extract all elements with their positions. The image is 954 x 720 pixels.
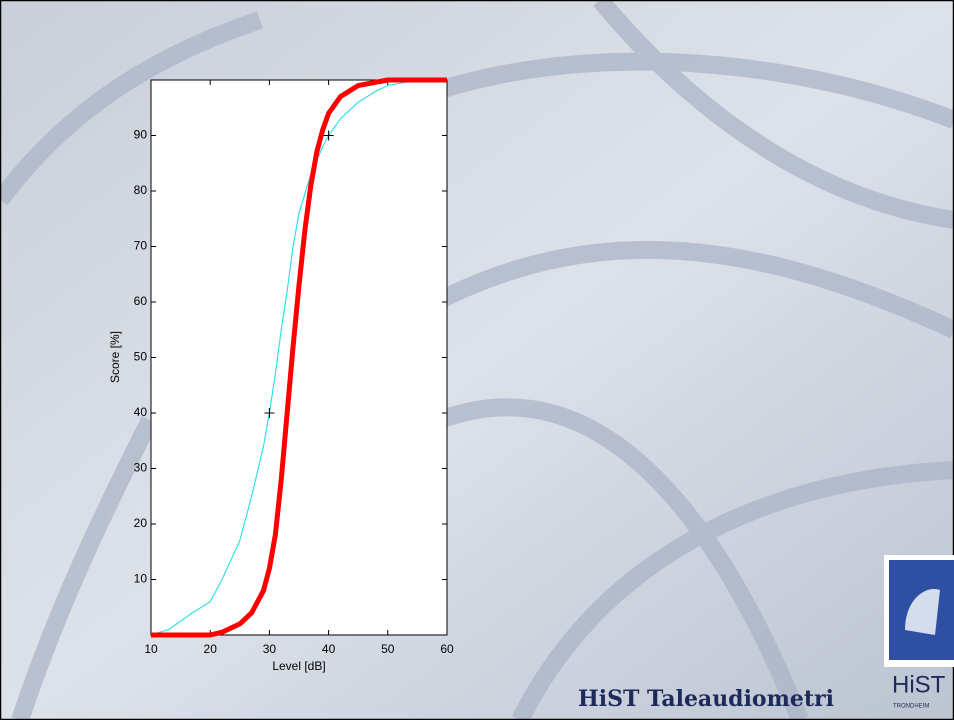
x-tick-label: 30: [263, 642, 277, 656]
y-axis-label: Score [%]: [108, 331, 122, 383]
y-tick-label: 30: [134, 461, 148, 475]
y-tick-label: 60: [134, 294, 148, 308]
y-tick-label: 80: [134, 183, 148, 197]
plot-area: [150, 79, 448, 636]
line-series: [150, 79, 447, 636]
x-tick-label: 10: [144, 642, 158, 656]
x-tick-label: 60: [440, 642, 454, 656]
logo-icon: [905, 589, 940, 635]
x-tick-label: 40: [322, 642, 336, 656]
y-tick-label: 10: [134, 572, 148, 586]
y-tick-label: 20: [134, 516, 148, 530]
chart: 10 20 30 40 50 60 10 20 30 40 50 60 70 80 90: [134, 77, 454, 656]
line-series: [151, 77, 447, 638]
x-tick-label: 50: [381, 642, 395, 656]
x-tick-label: 20: [204, 642, 218, 656]
y-tick-label: 40: [134, 405, 148, 419]
logo-city: TRONDHEIM: [893, 704, 929, 710]
marker: [323, 130, 334, 141]
y-tick-label: 50: [134, 350, 148, 364]
y-tick-label: 70: [134, 239, 148, 253]
y-tick-label: 90: [134, 128, 148, 142]
x-axis-label: Level [dB]: [272, 659, 325, 673]
logo-name: HiST: [892, 671, 946, 698]
footer-title: HiST Taleaudiometri: [578, 686, 834, 712]
marker: [264, 408, 275, 418]
